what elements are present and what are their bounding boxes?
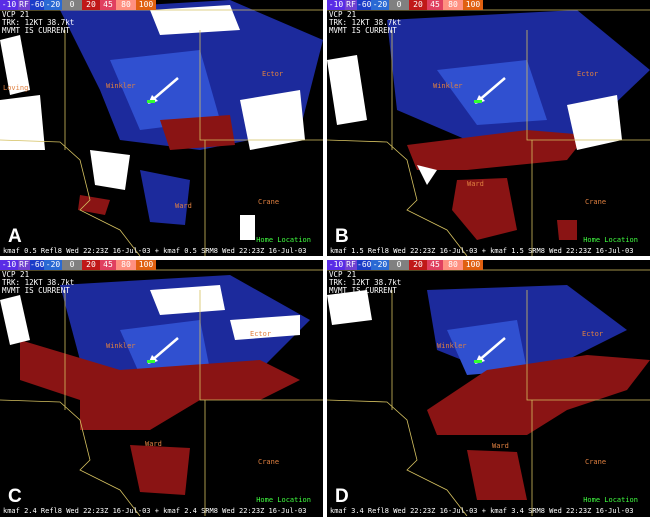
radar-footer: kmaf 3.4 Refl8 Wed 22:23Z 16-Jul-03 + km… <box>330 507 634 515</box>
color-scale-segment: 45 <box>427 260 443 270</box>
county-label-crane: Crane <box>585 458 607 466</box>
panel-divider-horizontal <box>0 256 650 260</box>
county-label-crane: Crane <box>258 458 280 466</box>
color-scale-segment: -10 <box>327 260 345 270</box>
color-scale-segment: -10 <box>0 260 18 270</box>
color-scale-segment: -20 <box>44 260 62 270</box>
radar-image-d <box>327 269 650 516</box>
color-scale-segment: RF <box>345 260 357 270</box>
color-scale-segment: -20 <box>44 0 62 10</box>
color-scale-segment: 80 <box>116 260 136 270</box>
radar-header-text: VCP 21 TRK: 12KT 38.7kt MVMT IS CURRENT <box>329 10 402 35</box>
color-scale-bar: -10 RF -60 -20 0 20 45 80 100 <box>327 0 483 10</box>
color-scale-segment: -60 <box>357 0 371 10</box>
county-label-winkler: Winkler <box>433 82 463 90</box>
radar-panel-d: -10 RF -60 -20 0 20 45 80 100 VCP 21 TRK: 12KT 38… <box>327 260 650 516</box>
color-scale-segment: 80 <box>116 0 136 10</box>
radar-header-text: VCP 21 TRK: 12KT 38.7kt MVMT IS CURRENT <box>2 270 75 295</box>
color-scale-segment: 45 <box>100 0 116 10</box>
county-label-loving: Loving <box>3 84 29 92</box>
radar-header-text: VCP 21 TRK: 12KT 38.7kt MVMT IS CURRENT <box>2 10 75 35</box>
color-scale-segment: -10 <box>0 0 18 10</box>
color-scale-segment: 0 <box>389 260 409 270</box>
county-label-winkler: Winkler <box>437 342 467 350</box>
radar-header-text: VCP 21 TRK: 12KT 38.7kt MVMT IS CURRENT <box>329 270 402 295</box>
color-scale-segment: -60 <box>30 0 44 10</box>
home-location-label: Home Location <box>256 236 311 244</box>
county-label-ector: Ector <box>582 330 604 338</box>
color-scale-segment: 20 <box>409 260 427 270</box>
color-scale-bar: -10 RF -60 -20 0 20 45 80 100 <box>327 260 483 270</box>
color-scale-segment: 20 <box>82 260 100 270</box>
color-scale-segment: -60 <box>357 260 371 270</box>
color-scale-segment: -20 <box>371 0 389 10</box>
county-label-crane: Crane <box>258 198 280 206</box>
color-scale-segment: 80 <box>443 260 463 270</box>
county-label-ward: Ward <box>492 442 509 450</box>
home-location-label: Home Location <box>256 496 311 504</box>
color-scale-segment: RF <box>18 260 30 270</box>
color-scale-segment: 0 <box>389 0 409 10</box>
county-label-winkler: Winkler <box>106 342 136 350</box>
radar-image-c <box>0 269 323 516</box>
color-scale-bar: -10 RF -60 -20 0 20 45 80 100 <box>0 0 156 10</box>
color-scale-segment: 20 <box>409 0 427 10</box>
color-scale-segment: 80 <box>443 0 463 10</box>
county-label-ward: Ward <box>175 202 192 210</box>
county-label-winkler: Winkler <box>106 82 136 90</box>
panel-label: D <box>335 486 349 507</box>
color-scale-segment: -20 <box>371 260 389 270</box>
county-label-ward: Ward <box>467 180 484 188</box>
home-location-label: Home Location <box>583 236 638 244</box>
color-scale-segment: 100 <box>136 0 156 10</box>
color-scale-segment: 0 <box>62 260 82 270</box>
color-scale-segment: 45 <box>100 260 116 270</box>
color-scale-segment: RF <box>18 0 30 10</box>
panel-label: A <box>8 226 22 247</box>
color-scale-segment: 100 <box>463 260 483 270</box>
color-scale-bar: -10 RF -60 -20 0 20 45 80 100 <box>0 260 156 270</box>
county-label-crane: Crane <box>585 198 607 206</box>
county-label-ector: Ector <box>577 70 599 78</box>
radar-image-a <box>0 0 323 256</box>
radar-footer: kmaf 2.4 Refl8 Wed 22:23Z 16-Jul-03 + km… <box>3 507 307 515</box>
color-scale-segment: 100 <box>463 0 483 10</box>
county-label-ward: Ward <box>145 440 162 448</box>
color-scale-segment: RF <box>345 0 357 10</box>
radar-panel-c: -10 RF -60 -20 0 20 45 80 100 VCP 21 TRK: 12KT 38… <box>0 260 323 516</box>
panel-label: B <box>335 226 349 247</box>
color-scale-segment: 20 <box>82 0 100 10</box>
color-scale-segment: -10 <box>327 0 345 10</box>
color-scale-segment: 100 <box>136 260 156 270</box>
radar-footer: kmaf 0.5 Refl8 Wed 22:23Z 16-Jul-03 + km… <box>3 247 307 255</box>
radar-panel-b: -10 RF -60 -20 0 20 45 80 100 VCP 21 TRK: 12KT 38… <box>327 0 650 256</box>
color-scale-segment: -60 <box>30 260 44 270</box>
color-scale-segment: 0 <box>62 0 82 10</box>
radar-footer: kmaf 1.5 Refl8 Wed 22:23Z 16-Jul-03 + km… <box>330 247 634 255</box>
county-label-ector: Ector <box>262 70 284 78</box>
radar-panel-a: -10 RF -60 -20 0 20 45 80 100 VCP 21 TRK: 12KT 38… <box>0 0 323 256</box>
color-scale-segment: 45 <box>427 0 443 10</box>
county-label-ector: Ector <box>250 330 272 338</box>
home-location-label: Home Location <box>583 496 638 504</box>
radar-image-b <box>327 9 650 256</box>
panel-label: C <box>8 486 22 507</box>
